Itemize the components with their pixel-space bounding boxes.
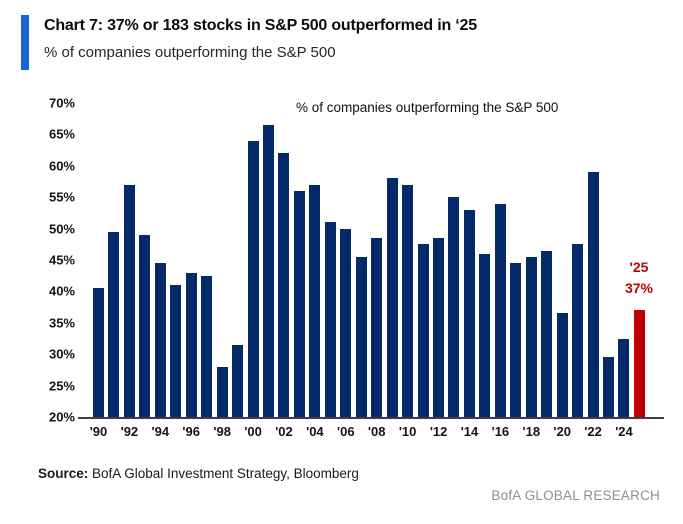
bar: [386, 178, 398, 417]
bar: [185, 272, 197, 417]
source-line: Source: BofA Global Investment Strategy,…: [38, 466, 359, 481]
x-tick-label: '90: [89, 424, 108, 439]
bar: [432, 238, 444, 417]
y-tick-label: 60%: [48, 158, 75, 174]
chart-subheading: % of companies outperforming the S&P 500: [44, 44, 336, 61]
x-tick-label: '14: [460, 424, 479, 439]
y-axis-labels: 70% 65% 60% 55% 50% 45% 40% 35% 30% 25% 20%: [0, 0, 75, 524]
plot-area: [93, 103, 645, 417]
bar: [216, 366, 228, 417]
x-tick-label: '04: [306, 424, 324, 439]
bar: [247, 140, 259, 417]
chart-heading: Chart 7: 37% or 183 stocks in S&P 500 ou…: [44, 17, 477, 34]
y-tick-label: 65%: [48, 126, 75, 142]
x-tick-label: '12: [429, 424, 448, 439]
x-tick-label: '18: [522, 424, 541, 439]
x-tick-label: '16: [491, 424, 510, 439]
bar: [479, 253, 491, 417]
x-tick-label: '96: [182, 424, 200, 439]
y-tick-label: 50%: [48, 221, 75, 237]
source-label: Source:: [38, 466, 89, 481]
x-tick-label: '94: [151, 424, 170, 439]
bar: [232, 344, 244, 417]
bar: [402, 184, 414, 417]
bar: [93, 288, 104, 417]
bar: [324, 222, 336, 417]
x-tick-label: '92: [120, 424, 139, 439]
y-tick-label: 30%: [48, 346, 75, 362]
annotation-value: 37%: [624, 280, 654, 296]
bofa-global-research-brand: BofA GLOBAL RESEARCH: [491, 488, 660, 503]
bar: [494, 203, 506, 417]
bar: [463, 209, 475, 417]
bar: [108, 231, 120, 417]
bar: [340, 228, 352, 417]
annotation-year: '25: [629, 259, 649, 275]
x-tick-label: '24: [615, 424, 633, 439]
x-tick-label: '06: [337, 424, 355, 439]
bar: [278, 153, 290, 417]
bar: [541, 250, 553, 417]
bar: [618, 338, 630, 417]
in-chart-title: % of companies outperforming the S&P 500: [296, 100, 559, 115]
bar: [154, 263, 166, 417]
x-tick-label: '00: [244, 424, 262, 439]
x-tick-label: '98: [213, 424, 231, 439]
bar: [525, 256, 537, 417]
y-tick-label: 45%: [48, 252, 75, 268]
bar: [309, 184, 321, 417]
x-tick-label: '10: [398, 424, 417, 439]
x-tick-label: '02: [275, 424, 293, 439]
bar: [201, 275, 213, 417]
highlight-annotation: '25 37%: [616, 257, 662, 299]
bar: [170, 285, 182, 417]
x-axis-labels: '90 '92 '94 '96 '98 '00 '02 '04 '06 '08 '10 '12 '14 '…: [0, 424, 683, 444]
title-accent-bar: [21, 15, 29, 70]
bar: [355, 256, 367, 417]
y-tick-label: 70%: [48, 95, 75, 111]
y-tick-label: 25%: [48, 378, 75, 394]
x-tick-label: '20: [553, 424, 571, 439]
bar: [123, 184, 135, 417]
source-text: BofA Global Investment Strategy, Bloombe…: [88, 466, 359, 481]
bar: [371, 238, 383, 417]
bar: [417, 244, 429, 417]
y-tick-label: 40%: [48, 283, 75, 299]
y-tick-label: 35%: [48, 315, 75, 331]
x-axis-line: [78, 417, 664, 419]
bar: [572, 244, 584, 417]
bar: [556, 313, 568, 417]
x-tick-label: '22: [584, 424, 602, 439]
bar: [602, 357, 614, 417]
bar: [448, 197, 460, 417]
bar: [587, 172, 599, 417]
bar: [262, 125, 274, 417]
bar: [139, 234, 151, 417]
bar: [510, 263, 522, 417]
y-tick-label: 55%: [48, 189, 75, 205]
bar-highlight: [633, 310, 645, 417]
bar: [293, 190, 305, 417]
y-tick-label: 20%: [48, 409, 75, 425]
x-tick-label: '08: [367, 424, 386, 439]
